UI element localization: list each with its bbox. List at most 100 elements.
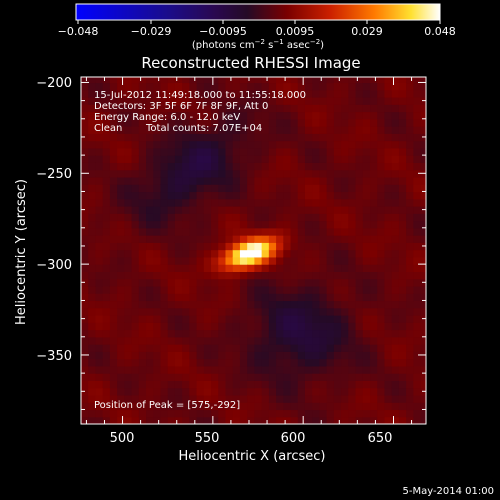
heatmap-cell xyxy=(254,198,263,207)
heatmap-cell xyxy=(138,89,147,98)
heatmap-cell xyxy=(377,256,386,265)
heatmap-cell xyxy=(304,169,313,178)
heatmap-cell xyxy=(203,220,212,229)
heatmap-cell xyxy=(268,351,277,360)
heatmap-cell xyxy=(362,329,371,338)
heatmap-cell xyxy=(276,402,284,411)
heatmap-cell xyxy=(131,329,140,338)
heatmap-cell xyxy=(189,285,198,294)
heatmap-cell xyxy=(413,111,422,120)
heatmap-cell xyxy=(261,198,270,207)
heatmap-cell xyxy=(297,293,306,302)
heatmap-cell xyxy=(261,336,270,345)
heatmap-cell xyxy=(398,307,407,316)
heatmap-cell xyxy=(377,176,386,185)
heatmap-cell xyxy=(268,329,277,338)
heatmap-cell xyxy=(283,155,292,163)
heatmap-cell xyxy=(247,235,256,243)
heatmap-cell xyxy=(174,365,183,374)
heatmap-cell xyxy=(261,205,270,214)
heatmap-cell xyxy=(153,402,162,411)
heatmap-cell xyxy=(304,126,313,134)
heatmap-cell xyxy=(182,140,190,149)
heatmap-cell xyxy=(88,365,97,374)
heatmap-cell xyxy=(283,96,292,105)
heatmap-cell xyxy=(196,111,205,120)
heatmap-cell xyxy=(182,416,190,424)
heatmap-cell xyxy=(413,402,422,411)
heatmap-cell xyxy=(413,293,422,302)
heatmap-cell xyxy=(95,111,104,120)
heatmap-cell xyxy=(239,155,248,163)
heatmap-cell xyxy=(261,213,270,222)
heatmap-cell xyxy=(391,227,400,236)
heatmap-cell xyxy=(276,293,284,302)
heatmap-cell xyxy=(153,373,162,381)
heatmap-cell xyxy=(377,133,386,142)
heatmap-cell xyxy=(348,271,357,280)
heatmap-cell xyxy=(297,235,306,243)
heatmap-cell xyxy=(268,300,277,309)
heatmap-cell xyxy=(189,314,198,323)
heatmap-cell xyxy=(160,336,169,345)
heatmap-cell xyxy=(182,402,190,411)
heatmap-cell xyxy=(247,147,256,156)
heatmap-cell xyxy=(160,191,169,200)
heatmap-cell xyxy=(254,147,263,156)
heatmap-cell xyxy=(138,227,147,236)
heatmap-cell xyxy=(319,394,328,403)
heatmap-cell xyxy=(268,235,277,243)
heatmap-cell xyxy=(182,162,190,171)
heatmap-cell xyxy=(391,147,400,156)
heatmap-cell xyxy=(189,402,198,411)
heatmap-cell xyxy=(406,220,414,229)
heatmap-cell xyxy=(384,118,393,127)
heatmap-cell xyxy=(312,96,321,105)
heatmap-cell xyxy=(355,314,364,323)
heatmap-cell xyxy=(232,344,241,352)
y-tick-label: −350 xyxy=(36,349,72,364)
heatmap-cell xyxy=(406,336,414,345)
heatmap-cell xyxy=(341,126,349,134)
heatmap-cell xyxy=(196,169,205,178)
heatmap-cell xyxy=(239,198,248,207)
heatmap-cell xyxy=(348,336,357,345)
heatmap-cell xyxy=(333,416,342,424)
heatmap-cell xyxy=(377,264,386,272)
heatmap-cell xyxy=(333,271,342,280)
heatmap-cell xyxy=(203,256,212,265)
heatmap-cell xyxy=(146,329,154,338)
heatmap-cell xyxy=(247,307,256,316)
heatmap-cell xyxy=(109,77,118,84)
heatmap-cell xyxy=(261,271,270,280)
heatmap-cell xyxy=(189,394,198,403)
heatmap-cell xyxy=(81,213,89,222)
heatmap-cell xyxy=(146,300,154,309)
heatmap-cell xyxy=(377,293,386,302)
heatmap-cell xyxy=(398,322,407,331)
heatmap-cell xyxy=(138,133,147,142)
heatmap-cell xyxy=(153,256,162,265)
heatmap-cell xyxy=(276,220,284,229)
heatmap-cell xyxy=(261,278,270,287)
heatmap-cell xyxy=(247,322,256,331)
heatmap-cell xyxy=(189,184,198,193)
heatmap-cell xyxy=(124,220,133,229)
heatmap-cell xyxy=(81,409,89,418)
heatmap-cell xyxy=(102,344,111,352)
heatmap-cell xyxy=(326,242,335,251)
heatmap-cell xyxy=(232,307,241,316)
heatmap-cell xyxy=(153,82,162,91)
heatmap-cell xyxy=(290,285,299,294)
heatmap-cell xyxy=(268,387,277,396)
heatmap-cell xyxy=(124,235,133,243)
heatmap-cell xyxy=(326,307,335,316)
heatmap-cell xyxy=(333,205,342,214)
heatmap-cell xyxy=(131,336,140,345)
heatmap-cell xyxy=(254,96,263,105)
heatmap-cell xyxy=(254,344,263,352)
heatmap-cell xyxy=(174,205,183,214)
heatmap-cell xyxy=(398,126,407,134)
heatmap-cell xyxy=(117,147,125,156)
heatmap-cell xyxy=(196,373,205,381)
